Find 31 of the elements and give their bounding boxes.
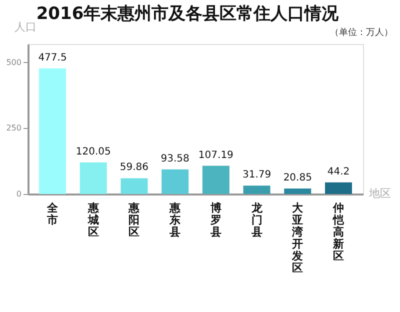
- bar: [284, 188, 312, 194]
- x-tick-label: 惠阳区: [128, 202, 141, 238]
- data-label: 44.2: [327, 166, 350, 178]
- x-tick-label: 博罗县: [209, 202, 222, 238]
- bar: [39, 68, 66, 194]
- y-tick-label: 0: [16, 190, 22, 198]
- x-tick-label: 仲恺高新区: [332, 202, 345, 262]
- text: （单位：万人）: [330, 27, 393, 38]
- x-tick-label: 惠东县: [168, 202, 182, 238]
- bar: [120, 178, 148, 194]
- data-label: 477.5: [38, 52, 67, 64]
- bar: [324, 182, 352, 194]
- data-label: 31.79: [242, 170, 272, 181]
- bar: [202, 166, 230, 194]
- y-axis-title: 人口: [14, 20, 36, 34]
- x-tick-label: 全市: [46, 202, 60, 226]
- data-label: 20.85: [283, 172, 312, 184]
- data-label: 93.58: [160, 153, 190, 164]
- data-label: 107.19: [198, 150, 234, 161]
- x-tick-label: 龙门县: [250, 202, 264, 238]
- bar: [243, 186, 270, 194]
- data-label: 120.05: [76, 146, 111, 158]
- data-label: 59.86: [120, 162, 149, 174]
- chart-title: 2016年末惠州市及各县区常住人口情况: [36, 4, 340, 24]
- x-axis-title: 地区: [368, 187, 391, 200]
- y-tick-label: 250: [6, 124, 22, 133]
- x-tick-label: 惠城区: [86, 202, 100, 238]
- bar: [162, 169, 189, 194]
- x-tick-label: 大亚湾开发区: [291, 202, 304, 274]
- y-tick-label: 500: [6, 58, 22, 67]
- bar: [80, 162, 107, 194]
